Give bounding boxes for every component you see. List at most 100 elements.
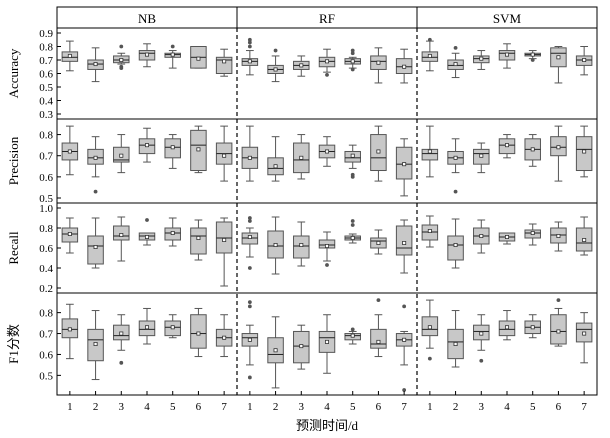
outlier-point bbox=[325, 263, 329, 267]
mean-marker bbox=[247, 234, 252, 239]
mean-marker bbox=[67, 327, 72, 332]
mean-marker bbox=[196, 331, 201, 336]
box-svm-day-7 bbox=[575, 46, 593, 76]
box-rf-day-4 bbox=[318, 314, 336, 374]
box-nb-day-4 bbox=[138, 127, 156, 163]
box-svm-day-2 bbox=[447, 218, 464, 269]
box-svm-day-4 bbox=[498, 134, 516, 159]
y-axis-label: Precision bbox=[6, 136, 21, 185]
box-nb-day-3 bbox=[113, 216, 130, 262]
box-svm-day-4 bbox=[498, 232, 516, 245]
outlier-point bbox=[350, 327, 355, 332]
box-rf-day-3 bbox=[293, 55, 310, 77]
outlier-point bbox=[247, 40, 252, 45]
mean-marker bbox=[556, 55, 561, 60]
mean-marker bbox=[453, 155, 458, 160]
outlier-point bbox=[556, 298, 561, 302]
box-nb-day-7 bbox=[215, 48, 233, 77]
mean-marker bbox=[427, 228, 432, 233]
facet-label-svm: SVM bbox=[493, 11, 522, 26]
box-nb-day-7 bbox=[215, 217, 233, 287]
y-tick-label: 0.7 bbox=[39, 55, 53, 67]
x-tick-label: 1 bbox=[427, 401, 433, 413]
mean-marker bbox=[453, 341, 458, 346]
box-rf-day-6 bbox=[370, 298, 387, 358]
outlier-point bbox=[93, 189, 98, 194]
outlier-point bbox=[350, 174, 355, 179]
mean-marker bbox=[273, 67, 278, 72]
box-svm-day-2 bbox=[447, 45, 464, 79]
outlier-point bbox=[247, 375, 252, 380]
box-svm-day-1 bbox=[421, 299, 439, 361]
mean-marker bbox=[582, 149, 587, 154]
mean-marker bbox=[247, 155, 252, 160]
mean-marker bbox=[170, 325, 175, 330]
box-nb-day-1 bbox=[61, 303, 79, 360]
mean-marker bbox=[479, 331, 484, 336]
y-tick-label: 0.6 bbox=[39, 349, 53, 361]
mean-marker bbox=[402, 337, 407, 342]
outlier-point bbox=[350, 51, 355, 56]
box-svm-day-3 bbox=[473, 50, 490, 70]
x-tick-label: 4 bbox=[504, 401, 510, 413]
mean-marker bbox=[144, 325, 149, 330]
box-svm-day-5 bbox=[524, 314, 541, 339]
mean-marker bbox=[273, 348, 278, 353]
y-tick-label: 0.8 bbox=[39, 308, 53, 320]
mean-marker bbox=[582, 237, 587, 242]
box-svm-day-7 bbox=[575, 125, 593, 178]
box-rf-day-7 bbox=[395, 219, 413, 274]
mean-marker bbox=[530, 52, 535, 57]
box-nb-day-7 bbox=[215, 314, 233, 358]
y-tick-label: 0.9 bbox=[39, 28, 53, 40]
mean-marker bbox=[170, 52, 175, 57]
x-axis-label: 预测时间/d bbox=[296, 418, 359, 433]
x-tick-label: 2 bbox=[273, 401, 279, 413]
mean-marker bbox=[299, 344, 304, 349]
mean-marker bbox=[299, 155, 304, 160]
mean-marker bbox=[427, 325, 432, 330]
box-nb-day-6 bbox=[190, 219, 207, 261]
y-axis-label: F1分数 bbox=[6, 324, 21, 364]
outlier-point bbox=[247, 300, 252, 305]
mean-marker bbox=[479, 153, 484, 158]
box-rf-day-2 bbox=[267, 136, 284, 182]
box-rf-day-2 bbox=[267, 216, 284, 275]
mean-marker bbox=[556, 329, 561, 334]
mean-marker bbox=[376, 60, 381, 65]
outlier-point bbox=[530, 58, 535, 62]
row-1: 0.5 0.6 0.7 0.8 Precision bbox=[6, 118, 598, 205]
mean-marker bbox=[196, 56, 201, 61]
mean-marker bbox=[119, 58, 124, 63]
box-rf-day-4 bbox=[318, 231, 336, 267]
outlier-point bbox=[479, 358, 484, 363]
box-rf-day-6 bbox=[370, 47, 387, 84]
row-2: 0.2 0.4 0.6 0.8 1.0 Recall bbox=[6, 202, 598, 295]
box-svm-day-4 bbox=[498, 310, 516, 341]
x-tick-label: 4 bbox=[324, 401, 330, 413]
mean-marker bbox=[556, 145, 561, 150]
mean-marker bbox=[350, 333, 355, 338]
mean-marker bbox=[402, 64, 407, 69]
mean-marker bbox=[222, 335, 227, 340]
box-rf-day-1 bbox=[241, 216, 259, 270]
mean-marker bbox=[504, 325, 509, 330]
x-tick-label: 6 bbox=[196, 401, 202, 413]
x-tick-label: 5 bbox=[350, 401, 356, 413]
box-nb-day-2 bbox=[87, 310, 104, 381]
outlier-point bbox=[273, 48, 278, 53]
outlier-point bbox=[247, 37, 252, 42]
mean-marker bbox=[222, 237, 227, 242]
box-svm-day-7 bbox=[575, 312, 593, 364]
box-rf-day-7 bbox=[395, 48, 413, 84]
box-nb-day-3 bbox=[113, 44, 130, 70]
mean-marker bbox=[376, 339, 381, 344]
box-nb-day-4 bbox=[138, 43, 156, 68]
mean-marker bbox=[453, 62, 458, 67]
mean-marker bbox=[402, 162, 407, 167]
y-tick-label: 0.6 bbox=[39, 243, 53, 255]
outlier-point bbox=[170, 44, 175, 49]
box-iqr bbox=[87, 235, 104, 265]
box-rf-day-7 bbox=[395, 304, 413, 392]
box-rf-day-1 bbox=[241, 37, 259, 76]
